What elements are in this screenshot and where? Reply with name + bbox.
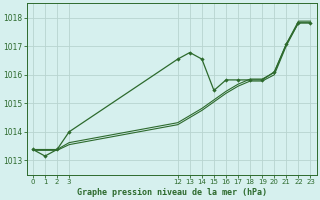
X-axis label: Graphe pression niveau de la mer (hPa): Graphe pression niveau de la mer (hPa) <box>77 188 267 197</box>
